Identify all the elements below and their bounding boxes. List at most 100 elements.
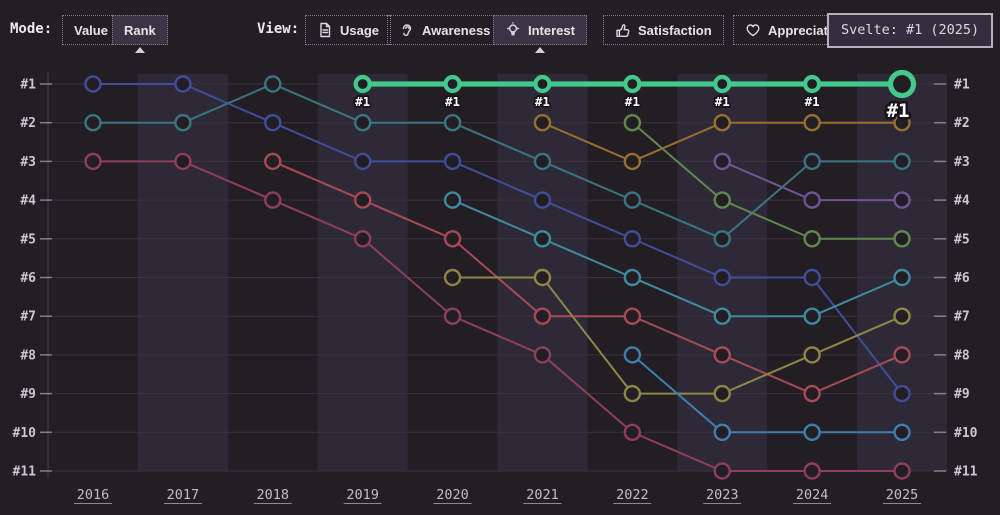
series-rose-point[interactable] [174,152,192,171]
view-button-usage[interactable]: Usage [305,15,392,45]
series-teal-2-point[interactable] [623,268,642,287]
series-teal-2-point[interactable] [803,307,821,325]
series-crimson-point[interactable] [264,152,282,171]
year-label[interactable]: 2018 [257,487,290,503]
series-green-point[interactable] [623,114,642,132]
series-olive-point[interactable] [803,346,821,364]
rank-label-left: #5 [20,232,36,247]
series-points [84,75,911,480]
series-violet-point[interactable] [803,191,821,209]
series-indigo-point[interactable] [623,230,642,248]
series-gold-point[interactable] [893,114,911,132]
series-indigo-point[interactable] [803,268,821,287]
year-label[interactable]: 2020 [436,487,469,503]
series-crimson-point[interactable] [623,307,642,325]
series-olive-point[interactable] [443,268,462,287]
series-teal-point[interactable] [533,152,552,171]
series-crimson-point[interactable] [353,191,372,209]
view-button-awareness[interactable]: Awareness [387,15,503,45]
series-indigo-point[interactable] [264,114,282,132]
year-label[interactable]: 2022 [616,487,649,503]
series-indigo-point[interactable] [893,384,911,403]
series-olive-point[interactable] [623,384,642,403]
series-teal-point[interactable] [174,114,192,132]
Svelte-point[interactable] [353,74,372,94]
Svelte-rank-badge: #1 [887,100,910,122]
hover-tooltip: Svelte: #1 (2025) [827,13,994,48]
series-gold-point[interactable] [803,114,821,132]
series-rose-point[interactable] [893,462,911,480]
series-crimson-point[interactable] [713,346,731,364]
year-label[interactable]: 2021 [526,487,559,503]
series-violet-point[interactable] [713,152,731,171]
year-label[interactable]: 2024 [796,487,829,503]
year-label[interactable]: 2019 [346,487,379,503]
view-button-interest[interactable]: Interest [493,15,587,45]
series-teal-point[interactable] [803,152,821,171]
series-green-point[interactable] [713,191,731,209]
series-steelblue-point[interactable] [623,346,642,364]
series-violet-point[interactable] [893,191,911,209]
Svelte-point[interactable] [623,74,642,94]
Svelte-point[interactable] [803,74,822,94]
rank-label-right: #8 [954,348,970,363]
series-teal-point[interactable] [623,191,642,209]
series-teal-point[interactable] [893,152,911,171]
series-teal-point[interactable] [713,230,731,248]
series-rose-point[interactable] [533,346,552,364]
series-steelblue-point[interactable] [713,423,731,441]
series-rose-point[interactable] [803,462,821,480]
series-teal-2-point[interactable] [533,230,552,248]
series-crimson-point[interactable] [893,346,911,364]
series-indigo-point[interactable] [353,152,372,171]
series-teal-2-point[interactable] [443,191,462,209]
series-green-point[interactable] [893,230,911,248]
series-rose-point[interactable] [353,230,372,248]
series-rose-point[interactable] [623,423,642,441]
view-button-satisfaction[interactable]: Satisfaction [603,15,724,45]
series-indigo-point[interactable] [713,268,731,287]
series-rose-point[interactable] [84,152,102,171]
series-teal-point[interactable] [443,114,462,132]
series-olive-point[interactable] [713,384,731,403]
series-indigo-point[interactable] [443,152,462,171]
series-rose-point[interactable] [443,307,462,325]
series-teal-2-point[interactable] [893,268,911,287]
Svelte-point[interactable] [443,74,462,94]
series-crimson-point[interactable] [803,384,821,403]
Svelte-point[interactable] [533,74,552,94]
mode-button-rank[interactable]: Rank [112,15,168,45]
series-gold-point[interactable] [623,152,642,171]
rank-label-right: #9 [954,387,970,402]
year-label[interactable]: 2025 [886,487,919,503]
series-indigo-point[interactable] [174,75,192,93]
series-olive-point[interactable] [893,307,911,325]
series-gold-point[interactable] [713,114,731,132]
series-green-point[interactable] [803,230,821,248]
series-teal-point[interactable] [353,114,372,132]
year-axis: 2016 2017 2018 2019 2020 2021 2022 2023 2024 2025 [74,487,922,504]
series-rose-line [93,160,903,472]
rank-label-right: #10 [954,426,978,441]
series-steelblue-point[interactable] [893,423,911,441]
Svelte-point[interactable] [713,74,732,94]
series-crimson-point[interactable] [443,230,462,248]
series-gold-point[interactable] [533,114,552,132]
year-label[interactable]: 2023 [706,487,739,503]
series-rose-point[interactable] [713,462,731,480]
series-crimson-point[interactable] [533,307,552,325]
series-teal-2-point[interactable] [713,307,731,325]
year-label[interactable]: 2017 [167,487,200,503]
series-indigo-point[interactable] [533,191,552,209]
Svelte-rank-badge: #1 [715,94,730,109]
series-teal-point[interactable] [84,114,102,132]
year-label[interactable]: 2016 [77,487,110,503]
series-olive-point[interactable] [533,268,552,287]
rank-label-left: #2 [20,116,36,131]
series-teal-point[interactable] [264,75,282,93]
series-rose-point[interactable] [264,191,282,209]
series-indigo-point[interactable] [84,75,102,93]
series-steelblue-point[interactable] [803,423,821,441]
Svelte-point[interactable] [887,69,917,99]
